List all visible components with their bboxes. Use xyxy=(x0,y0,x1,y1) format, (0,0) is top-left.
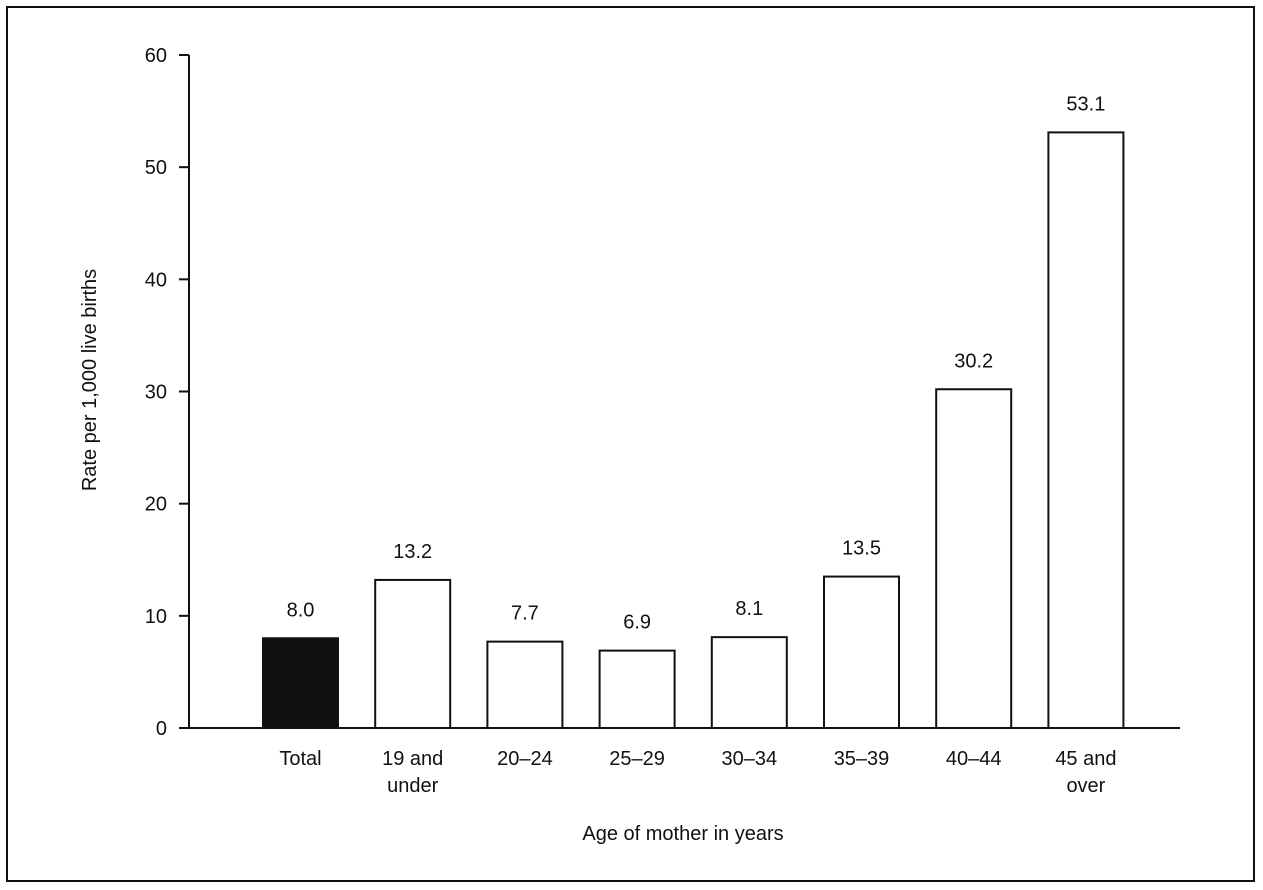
category-label-line2: over xyxy=(1066,775,1105,797)
category-label: 30–34 xyxy=(721,748,777,770)
bar xyxy=(374,578,452,729)
value-label: 13.2 xyxy=(393,541,432,563)
chart-frame xyxy=(6,6,1255,882)
bar xyxy=(486,640,564,729)
y-tick-label: 40 xyxy=(145,269,167,291)
y-tick-label: 10 xyxy=(145,606,167,628)
y-axis-title: Rate per 1,000 live births xyxy=(79,269,101,491)
category-label: Total xyxy=(279,748,321,770)
bar xyxy=(598,649,676,729)
category-label: 35–39 xyxy=(834,748,890,770)
y-tick-label: 30 xyxy=(145,382,167,404)
bar xyxy=(710,636,788,730)
bar xyxy=(823,575,900,730)
value-label: 30.2 xyxy=(954,350,993,372)
value-label: 8.1 xyxy=(735,598,763,620)
category-label: 45 and xyxy=(1055,748,1116,770)
category-label: 19 and xyxy=(382,748,443,770)
bars-group xyxy=(262,131,1125,730)
value-label: 53.1 xyxy=(1066,93,1105,115)
x-axis-title: Age of mother in years xyxy=(582,823,783,845)
y-axis-ticks: 0 10 20 30 40 50 60 xyxy=(145,45,189,740)
value-label: 8.0 xyxy=(287,599,315,621)
category-label: 20–24 xyxy=(497,748,553,770)
bar xyxy=(262,637,339,729)
category-label: 40–44 xyxy=(946,748,1002,770)
value-label: 6.9 xyxy=(623,612,651,634)
y-tick-label: 0 xyxy=(156,718,167,740)
y-tick-label: 60 xyxy=(145,45,167,67)
y-tick-label: 50 xyxy=(145,157,167,179)
y-tick-label: 20 xyxy=(145,494,167,516)
bar xyxy=(1047,131,1125,729)
bar xyxy=(935,388,1013,729)
category-labels-group: Total 19 and under 20–24 25–29 30–34 35–39 40–4… xyxy=(279,748,1116,797)
value-labels-group: 8.0 13.2 7.7 6.9 8.1 13.5 30.2 53.1 xyxy=(287,93,1106,633)
category-label: 25–29 xyxy=(609,748,665,770)
value-label: 7.7 xyxy=(511,603,539,625)
category-label-line2: under xyxy=(387,775,438,797)
value-label: 13.5 xyxy=(842,538,881,560)
